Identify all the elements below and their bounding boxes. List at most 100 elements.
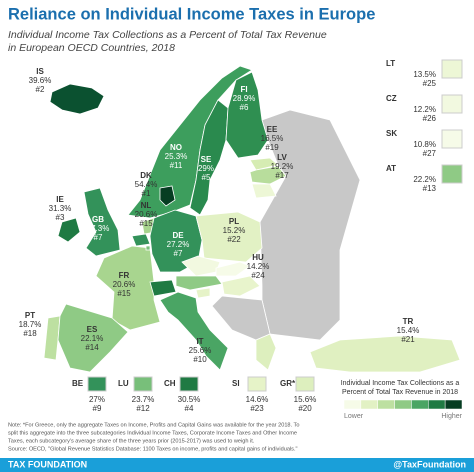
country-code: IE (56, 195, 64, 204)
country-shape (43, 315, 61, 361)
country-value: 29% (198, 164, 214, 173)
country-shape (181, 255, 221, 277)
inset-rank: #13 (423, 184, 437, 193)
inset-value: 13.5% (413, 70, 436, 79)
country-value: 25.3% (165, 152, 188, 161)
inset-value: 23.7% (132, 395, 155, 404)
inset-rank: #27 (423, 149, 437, 158)
map (43, 65, 461, 373)
inset-swatch (87, 376, 107, 392)
inset-swatch (441, 59, 463, 79)
inset-swatch (441, 94, 463, 114)
inset-swatch (133, 376, 153, 392)
inset-swatch (295, 376, 315, 392)
country-value: 20.6% (135, 210, 158, 219)
country-shape (249, 165, 287, 185)
country-code: HU (252, 253, 264, 262)
country-code: LV (277, 153, 287, 162)
inset-swatch (441, 164, 463, 184)
country-shape (195, 211, 263, 263)
country-rank: #5 (202, 173, 211, 182)
country-rank: #6 (240, 103, 249, 112)
inset-rank: #26 (423, 114, 437, 123)
country-value: 54.4% (135, 180, 158, 189)
inset-code: LU (118, 379, 129, 388)
country-code: NL (141, 201, 152, 210)
country-rank: #10 (193, 355, 207, 364)
country-shape (255, 333, 277, 371)
country-shape (95, 245, 161, 331)
country-rank: #7 (94, 233, 103, 242)
inset-swatch (441, 129, 463, 149)
inset-code: LT (386, 59, 395, 68)
country-value: 15.2% (223, 226, 246, 235)
country-value: 27.3% (87, 224, 110, 233)
country-rank: #7 (174, 249, 183, 258)
note-line: Note: *For Greece, only the aggregate Ta… (8, 422, 299, 428)
country-code: IT (196, 337, 203, 346)
title: Reliance on Individual Income Taxes in E… (8, 5, 375, 23)
inset-value: 27% (89, 395, 105, 404)
country-rank: #1 (142, 189, 151, 198)
legend-swatch (343, 399, 362, 410)
country-code: GB (92, 215, 104, 224)
country-rank: #21 (401, 335, 415, 344)
country-shape (225, 71, 269, 159)
inset-rank: #4 (185, 404, 194, 413)
country-code: FI (240, 85, 247, 94)
legend-swatch (444, 399, 463, 410)
country-shape (195, 287, 211, 299)
subtitle: in European OECD Countries, 2018 (8, 42, 175, 54)
inset-rank: #12 (136, 404, 150, 413)
country-shape (131, 233, 151, 247)
footer-bar (0, 458, 474, 472)
country-code: SE (201, 155, 212, 164)
inset-value: 10.8% (413, 140, 436, 149)
country-shape (309, 335, 461, 373)
country-rank: #18 (23, 329, 37, 338)
legend-swatch (360, 399, 378, 410)
country-rank: #15 (117, 289, 131, 298)
legend-title: Individual Income Tax Collections as a (341, 380, 460, 387)
country-rank: #17 (275, 171, 289, 180)
country-code: ES (87, 325, 98, 334)
country-shape (249, 157, 279, 171)
country-shape (83, 187, 121, 257)
country-value: 28.9% (233, 94, 256, 103)
note-line: split this aggregate into the three subc… (8, 430, 297, 436)
country-shape (149, 279, 177, 297)
inset-code: CZ (386, 94, 397, 103)
inset-code: AT (386, 164, 396, 173)
inset-rank: #9 (93, 404, 102, 413)
country-code: DE (172, 231, 184, 240)
footer-brand: TAX FOUNDATION (8, 459, 87, 469)
country-rank: #14 (85, 343, 99, 352)
country-shape (175, 275, 223, 291)
country-value: 39.6% (29, 76, 52, 85)
inset-value: 14.6% (246, 395, 269, 404)
country-code: TR (403, 317, 414, 326)
subtitle: Individual Income Tax Collections as a P… (8, 29, 327, 41)
inset-code: CH (164, 379, 176, 388)
inset-value: 30.5% (178, 395, 201, 404)
country-shape (57, 303, 129, 373)
footer-handle: @TaxFoundation (393, 459, 466, 469)
inset-code: SI (232, 379, 240, 388)
inset-rank: #20 (298, 404, 312, 413)
country-rank: #15 (139, 219, 153, 228)
country-code: NO (170, 143, 182, 152)
inset-code: GR* (280, 379, 296, 388)
country-code: FR (119, 271, 130, 280)
legend-low: Lower (344, 413, 364, 420)
country-rank: #2 (36, 85, 45, 94)
inset-code: BE (72, 379, 84, 388)
legend-swatch (428, 399, 446, 410)
country-shape (49, 83, 105, 115)
country-rank: #22 (227, 235, 241, 244)
country-value: 20.6% (113, 280, 136, 289)
inset-rank: #23 (250, 404, 264, 413)
country-value: 18.7% (19, 320, 42, 329)
